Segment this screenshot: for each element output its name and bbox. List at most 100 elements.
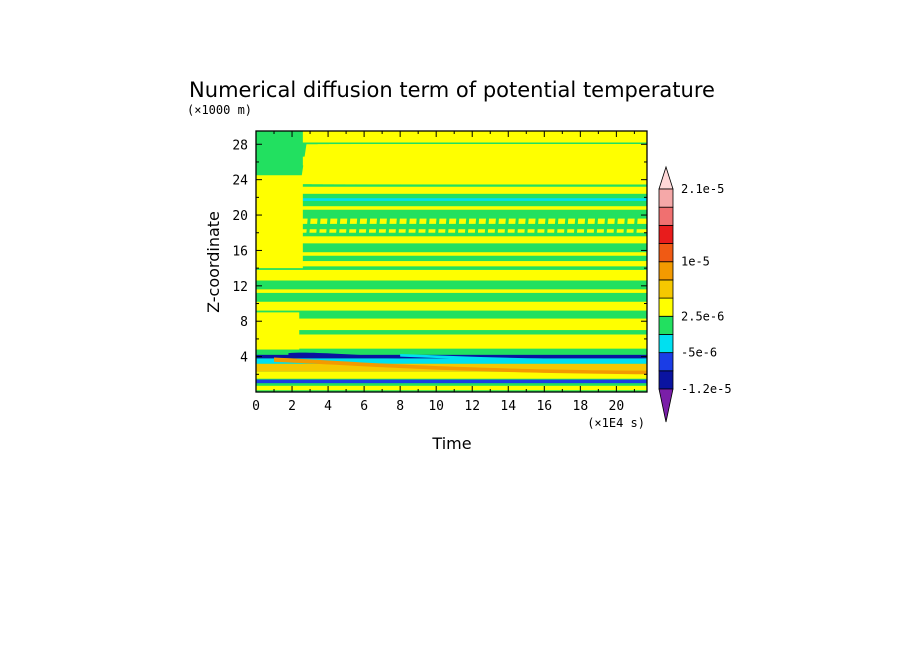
colorbar-label: 2.5e-6	[681, 309, 724, 323]
field-streak	[474, 211, 480, 235]
colorbar-lower-extension	[658, 388, 674, 423]
x-tick-label: 6	[360, 399, 368, 414]
field-band	[256, 301, 647, 311]
y-axis-label: Z-coordinate	[204, 211, 223, 313]
colorbar-box	[658, 334, 674, 354]
field-streak	[563, 211, 569, 235]
y-tick-label: 4	[240, 351, 248, 366]
field-band	[256, 371, 647, 379]
field-streak	[524, 211, 530, 235]
field-streak	[395, 211, 401, 235]
field-streak	[425, 211, 431, 235]
field-early-top	[256, 131, 303, 176]
field-band	[256, 252, 647, 256]
field-streak	[415, 211, 421, 235]
field-streak	[365, 211, 371, 235]
colorbar-label: 1e-5	[681, 255, 710, 269]
colorbar-box	[658, 206, 674, 226]
field-streak	[554, 211, 560, 235]
field-streak	[306, 211, 312, 235]
colorbar-box	[658, 224, 674, 244]
field-early-mid	[256, 175, 303, 269]
field-streak	[514, 211, 520, 235]
field-streak	[603, 211, 609, 235]
field-streak	[484, 211, 490, 235]
field-streak	[613, 144, 647, 185]
y-tick-label: 12	[232, 280, 248, 295]
field-band	[256, 289, 647, 293]
field-band	[256, 318, 647, 331]
colorbar-box	[658, 315, 674, 335]
x-tick-label: 14	[500, 399, 516, 414]
field-band	[256, 379, 647, 384]
field-negative-layer	[288, 352, 401, 359]
field-streak	[345, 211, 351, 235]
y-units-label: (×1000 m)	[187, 103, 252, 117]
field-streak	[464, 211, 470, 235]
field-orange-layer	[274, 357, 647, 375]
field-band	[256, 358, 647, 364]
field-streak	[355, 211, 361, 235]
y-tick-label: 24	[232, 174, 248, 189]
field-streak	[613, 211, 619, 235]
field-streak	[583, 211, 589, 235]
field-streak	[593, 211, 599, 235]
field-streak	[444, 211, 450, 235]
colorbar-box	[658, 261, 674, 281]
field-band	[256, 236, 647, 244]
field-band	[256, 269, 647, 281]
colorbar-box	[658, 243, 674, 263]
y-tick-label: 16	[232, 244, 248, 259]
x-axis-ticks: 0 2 4 6 8 10 12 14 16 18 20	[252, 131, 635, 414]
field-early-low	[256, 312, 300, 350]
x-tick-label: 18	[573, 399, 589, 414]
plot-border	[255, 130, 648, 393]
x-tick-label: 8	[396, 399, 404, 414]
field-streak	[544, 211, 550, 235]
field-streak	[534, 211, 540, 235]
field-cyan-layer	[400, 353, 647, 362]
y-tick-label: 20	[232, 209, 248, 224]
field-streak	[494, 211, 500, 235]
colorbar-box	[658, 297, 674, 317]
plot-frame	[255, 130, 648, 393]
field-band	[256, 385, 647, 391]
colorbar-upper-extension	[658, 165, 674, 190]
x-units-label: (×1E4 s)	[587, 416, 645, 430]
field-band	[256, 334, 647, 349]
x-axis-label: Time	[431, 434, 471, 453]
x-tick-label: 2	[288, 399, 296, 414]
field-band	[256, 131, 647, 143]
field-streak	[335, 211, 341, 235]
colorbar-box	[658, 370, 674, 390]
x-tick-label: 12	[464, 399, 480, 414]
colorbar-label: 2.1e-5	[681, 182, 724, 196]
x-tick-label: 4	[324, 399, 332, 414]
x-tick-label: 20	[609, 399, 625, 414]
field-band	[256, 229, 647, 233]
field-streak	[633, 211, 639, 235]
colorbar: 2.1e-5 1e-5 2.5e-6 -5e-6 -1.2e-5	[658, 165, 732, 423]
field-streak	[385, 211, 391, 235]
field-streak	[573, 211, 579, 235]
field-streak	[316, 211, 322, 235]
colorbar-box	[658, 188, 674, 208]
y-axis-ticks: 4 8 12 16 20 24 28	[232, 138, 647, 375]
field-band	[256, 186, 647, 194]
y-tick-label: 8	[240, 315, 248, 330]
colorbar-label: -1.2e-5	[681, 382, 732, 396]
field-band	[256, 218, 647, 224]
field-streak	[326, 211, 332, 235]
colorbar-label: -5e-6	[681, 346, 717, 360]
chart-title: Numerical diffusion term of potential te…	[189, 78, 715, 102]
field-band	[256, 206, 647, 210]
field-streak	[375, 211, 381, 235]
y-tick-label: 28	[232, 138, 248, 153]
heatmap-field	[256, 131, 647, 392]
x-tick-label: 10	[428, 399, 444, 414]
field-band	[256, 261, 647, 267]
colorbar-box	[658, 352, 674, 372]
field-streak	[623, 211, 629, 235]
x-tick-label: 16	[536, 399, 552, 414]
